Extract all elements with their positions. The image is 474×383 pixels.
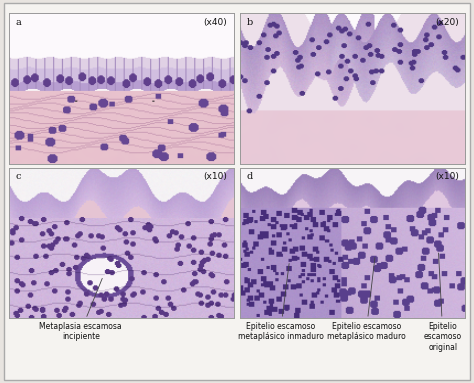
Text: d: d	[246, 172, 253, 181]
FancyBboxPatch shape	[4, 3, 470, 380]
Text: c: c	[15, 172, 21, 181]
Text: a: a	[15, 18, 21, 27]
Text: (x40): (x40)	[204, 18, 228, 27]
Text: Epitelio escamoso
metaplásico maduro: Epitelio escamoso metaplásico maduro	[327, 257, 406, 341]
Text: Metaplasia escamosa
incipiente: Metaplasia escamosa incipiente	[39, 278, 122, 341]
Text: (x20): (x20)	[435, 18, 459, 27]
Text: (x10): (x10)	[203, 172, 228, 181]
Text: Epitelio
escamoso
original: Epitelio escamoso original	[424, 253, 462, 352]
Text: Epitelio escamoso
metaplásico inmaduro: Epitelio escamoso metaplásico inmaduro	[237, 264, 323, 341]
Text: (x10): (x10)	[435, 172, 459, 181]
Text: b: b	[246, 18, 253, 27]
